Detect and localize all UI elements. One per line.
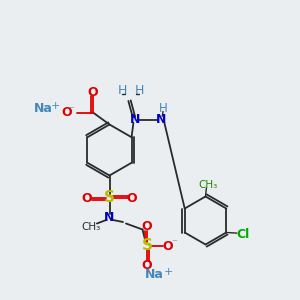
Text: +: + (51, 101, 60, 111)
Text: O: O (162, 239, 173, 253)
Text: N: N (130, 113, 140, 126)
Text: O: O (88, 85, 98, 99)
Text: S: S (104, 190, 115, 206)
Text: Na: Na (34, 101, 53, 115)
Text: O: O (142, 220, 152, 233)
Text: N: N (104, 211, 115, 224)
Text: O: O (127, 191, 137, 205)
Text: O: O (82, 191, 92, 205)
Text: H: H (134, 84, 144, 97)
Text: O: O (142, 259, 152, 272)
Text: O: O (61, 106, 72, 119)
Text: ⁻: ⁻ (172, 238, 178, 248)
Text: CH₃: CH₃ (198, 179, 218, 190)
Text: S: S (142, 238, 152, 253)
Text: +: + (163, 267, 173, 278)
Text: N: N (155, 113, 166, 126)
Text: Na: Na (145, 268, 164, 281)
Text: H: H (118, 84, 127, 97)
Text: H: H (159, 102, 167, 115)
Text: Cl: Cl (236, 227, 249, 241)
Text: ⁻: ⁻ (68, 105, 74, 115)
Text: CH₃: CH₃ (82, 221, 101, 232)
